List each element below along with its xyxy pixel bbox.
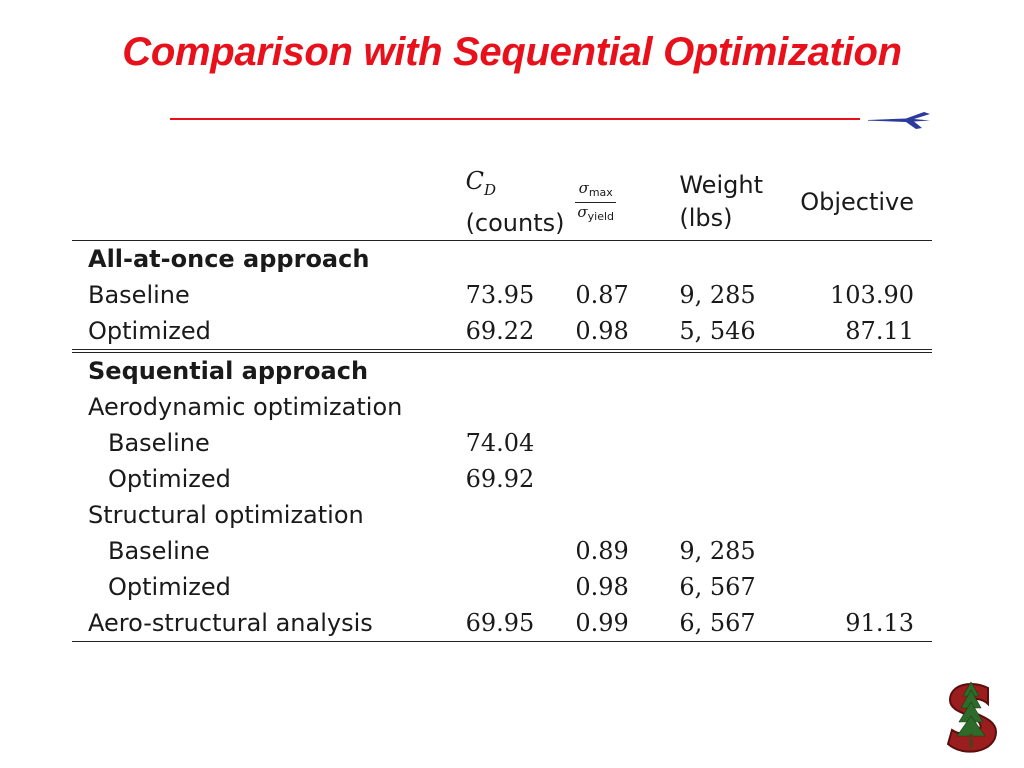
objective-cell	[790, 569, 932, 605]
objective-cell	[790, 425, 932, 461]
slide-title: Comparison with Sequential Optimization	[122, 30, 902, 74]
jet-plane-icon	[868, 112, 930, 129]
table-row: Baseline 0.89 9, 285	[72, 533, 932, 569]
sigma-yield-subscript: yield	[587, 209, 615, 223]
cd-subscript: D	[483, 180, 496, 199]
objective-cell	[790, 533, 932, 569]
row-label: Baseline	[108, 536, 210, 565]
comparison-table-container: CD (counts) σmax σyield Weight (lbs) Obj…	[72, 165, 932, 642]
objective-column-header: Objective	[800, 187, 914, 216]
cd-cell: 73.95	[465, 280, 535, 309]
stress-ratio-cell	[575, 461, 679, 497]
table-row: Optimized 69.92	[72, 461, 932, 497]
cd-cell: 69.92	[465, 464, 535, 493]
cd-cell	[466, 569, 576, 605]
weight-cell: 6, 567	[679, 572, 756, 601]
table-row: Baseline 74.04	[72, 425, 932, 461]
sigma-yield-symbol: σ	[577, 202, 588, 221]
title-underline	[170, 118, 860, 120]
row-label: Baseline	[88, 280, 190, 309]
objective-cell: 103.90	[830, 280, 914, 309]
table-row: Optimized 69.22 0.98 5, 546 87.11	[72, 313, 932, 351]
cd-unit: (counts)	[465, 208, 565, 237]
table-header-row: CD (counts) σmax σyield Weight (lbs) Obj…	[72, 165, 932, 241]
weight-cell: 5, 546	[679, 316, 756, 345]
section-label: Sequential approach	[88, 356, 369, 385]
table-row: Aero-structural analysis 69.95 0.99 6, 5…	[72, 605, 932, 642]
weight-cell: 9, 285	[679, 280, 756, 309]
stress-ratio-cell: 0.89	[575, 536, 629, 565]
subsection-row-aero: Aerodynamic optimization	[72, 389, 932, 425]
weight-header-line2: (lbs)	[679, 204, 733, 233]
comparison-table: CD (counts) σmax σyield Weight (lbs) Obj…	[72, 165, 932, 642]
row-label: Optimized	[88, 316, 211, 345]
label-column-header	[72, 165, 466, 240]
cd-cell: 69.22	[465, 316, 535, 345]
stress-ratio-fraction: σmax σyield	[575, 178, 617, 226]
table-row: Optimized 0.98 6, 567	[72, 569, 932, 605]
cd-cell: 74.04	[465, 428, 535, 457]
weight-cell: 6, 567	[679, 608, 756, 637]
weight-cell	[679, 461, 790, 497]
objective-cell: 91.13	[845, 608, 914, 637]
subsection-label: Aerodynamic optimization	[88, 392, 403, 421]
row-label: Baseline	[108, 428, 210, 457]
section-label: All-at-once approach	[88, 244, 370, 273]
section-row-sequential: Sequential approach	[72, 350, 932, 389]
sigma-max-subscript: max	[588, 185, 613, 199]
cd-column-header: CD (counts)	[466, 165, 576, 240]
objective-cell: 87.11	[845, 316, 914, 345]
subsection-row-structural: Structural optimization	[72, 497, 932, 533]
weight-cell	[679, 425, 790, 461]
weight-cell: 9, 285	[679, 536, 756, 565]
stress-ratio-column-header: σmax σyield	[575, 165, 679, 240]
row-label: Aero-structural analysis	[88, 608, 373, 637]
table-row: Baseline 73.95 0.87 9, 285 103.90	[72, 277, 932, 313]
stanford-tree-logo	[946, 681, 998, 753]
stress-ratio-cell: 0.98	[575, 316, 629, 345]
stress-ratio-cell: 0.87	[575, 280, 629, 309]
subsection-label: Structural optimization	[88, 500, 364, 529]
cd-cell: 69.95	[465, 608, 535, 637]
cd-symbol: C	[465, 167, 484, 195]
objective-cell	[790, 461, 932, 497]
row-label: Optimized	[108, 464, 231, 493]
sigma-max-symbol: σ	[578, 178, 589, 197]
cd-cell	[466, 533, 576, 569]
stress-ratio-cell: 0.98	[575, 572, 629, 601]
stress-ratio-cell	[575, 425, 679, 461]
stress-ratio-cell: 0.99	[575, 608, 629, 637]
weight-header-line1: Weight	[679, 171, 763, 200]
row-label: Optimized	[108, 572, 231, 601]
section-row-all-at-once: All-at-once approach	[72, 240, 932, 277]
weight-column-header: Weight (lbs)	[679, 165, 790, 240]
